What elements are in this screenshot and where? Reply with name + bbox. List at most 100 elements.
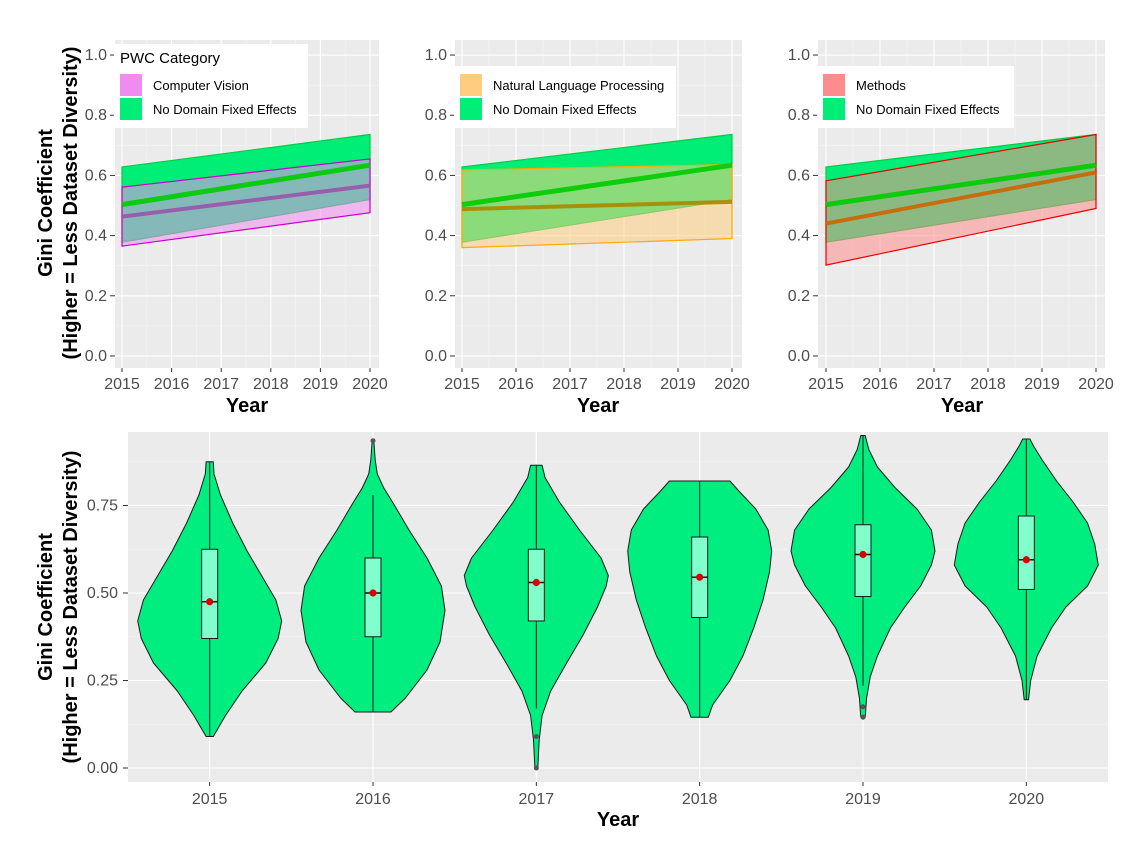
x-tick-label: 2017 [203, 376, 239, 393]
x-axis-title-nlp: Year [577, 395, 619, 417]
y-tick-label: 0.0 [425, 348, 447, 365]
legend-key-no-domain [120, 98, 142, 120]
box-2016 [364, 557, 382, 638]
x-tick-label: 2018 [682, 791, 718, 808]
median-point [369, 589, 377, 597]
legend: Methods No Domain Fixed Effects [817, 66, 1014, 128]
y-tick-label: 0.25 [87, 673, 118, 690]
x-tick-label: 2016 [154, 376, 190, 393]
trend-lines [121, 162, 371, 219]
x-tick-label: 2018 [253, 376, 289, 393]
trend-line-no-domain [825, 162, 1097, 208]
y-tick-label: 0.2 [85, 288, 107, 305]
legend-key-category [823, 74, 845, 96]
y-tick-label: 0.4 [425, 228, 447, 245]
y-tick-label: 0.6 [85, 167, 107, 184]
violins [137, 435, 1099, 771]
legend-key-category [120, 74, 142, 96]
y-tick-label: 0.4 [85, 228, 107, 245]
y-tick-label: 0.8 [788, 107, 810, 124]
legend-box [114, 44, 308, 128]
y-tick-labels: 0.0 0.2 0.4 0.6 0.8 1.0 [788, 47, 818, 365]
bottom-y-axis-subtitle: (Higher = Less Dataset Diversity) [60, 451, 82, 764]
trend-line-category [825, 170, 1097, 226]
outlier-point [533, 765, 539, 771]
x-tick-label: 2017 [552, 376, 588, 393]
y-tick-labels: 0.00 0.25 0.50 0.75 [87, 498, 128, 777]
panel-methods: 0.00.20.40.60.81.0 2015 2016 2017 2018 2019 2… [788, 40, 1114, 393]
box-2015 [201, 548, 219, 639]
legend-key-category [460, 74, 482, 96]
x-tick-label: 2020 [1009, 791, 1045, 808]
x-tick-label: 2020 [1078, 376, 1114, 393]
y-tick-label: 0.4 [788, 228, 810, 245]
panel-violin: 0.00 0.25 0.50 0.75 2015 2016 2017 2018 2019 202… [87, 432, 1108, 808]
x-axis-title-cv: Year [226, 395, 268, 417]
x-tick-label: 2018 [970, 376, 1006, 393]
x-tick-labels: 2015 2016 2017 2018 2019 2020 [104, 368, 388, 393]
x-tick-label: 2017 [519, 791, 555, 808]
trend-lines [825, 162, 1097, 226]
legend-label: No Domain Fixed Effects [493, 102, 637, 117]
box-2019 [854, 524, 872, 597]
y-tick-label: 0.0 [788, 348, 810, 365]
median-point [1022, 556, 1030, 564]
y-tick-labels: 0.0 0.2 0.4 0.6 0.8 1.0 [425, 47, 455, 365]
x-tick-label: 2015 [444, 376, 480, 393]
x-tick-label: 2015 [808, 376, 844, 393]
outlier-point [533, 734, 539, 739]
y-tick-label: 0.2 [788, 288, 810, 305]
y-tick-label: 1.0 [85, 47, 107, 64]
legend-label: Computer Vision [153, 78, 249, 93]
legend-key-no-domain [823, 98, 845, 120]
outlier-point [860, 704, 866, 710]
x-tick-label: 2016 [862, 376, 898, 393]
x-tick-label: 2018 [606, 376, 642, 393]
x-tick-label: 2016 [355, 791, 391, 808]
y-tick-label: 0.0 [85, 348, 107, 365]
legend-title: PWC Category [120, 50, 221, 67]
y-tick-label: 0.00 [87, 760, 118, 777]
trend-lines [461, 162, 733, 212]
x-tick-labels: 2015 2016 2017 2018 2019 2020 [808, 368, 1114, 393]
trend-line-no-domain [121, 162, 371, 208]
bottom-x-axis-title: Year [597, 809, 639, 831]
y-tick-label: 0.50 [87, 585, 118, 602]
top-y-axis-title: Gini Coefficient [35, 129, 57, 277]
x-tick-label: 2019 [1024, 376, 1060, 393]
y-tick-label: 1.0 [788, 47, 810, 64]
x-axis-title-methods: Year [941, 395, 983, 417]
legend-label: No Domain Fixed Effects [856, 102, 1000, 117]
y-tick-label: 0.6 [425, 167, 447, 184]
panel-nlp: 0.00.20.40.60.81.0 2015 2016 2017 2018 2019 2… [425, 40, 750, 393]
legend-label: No Domain Fixed Effects [153, 102, 297, 117]
x-tick-label: 2015 [104, 376, 140, 393]
x-tick-label: 2016 [498, 376, 534, 393]
median-point [532, 578, 540, 587]
x-tick-label: 2020 [352, 376, 388, 393]
y-tick-label: 0.2 [425, 288, 447, 305]
legend: PWC Category Computer Vision No Domain Fix… [114, 44, 308, 128]
legend: Natural Language Processing No Domain Fix… [454, 66, 676, 128]
legend-label: Natural Language Processing [493, 78, 664, 93]
x-tick-label: 2015 [192, 791, 228, 808]
median-point [859, 550, 867, 559]
trend-line-no-domain [461, 162, 733, 208]
y-tick-label: 0.8 [85, 107, 107, 124]
x-tick-label: 2019 [845, 791, 881, 808]
bottom-y-axis-title: Gini Coefficient [35, 533, 57, 681]
box-2020 [1017, 515, 1035, 590]
x-tick-labels: 2015 2016 2017 2018 2019 2020 [444, 368, 750, 393]
trend-line-category [121, 183, 371, 219]
trend-line-category [461, 199, 733, 212]
legend-box [454, 66, 676, 128]
outlier-point [370, 438, 376, 444]
median-point [206, 598, 214, 606]
y-tick-label: 0.8 [425, 107, 447, 124]
panel-background [128, 432, 1108, 782]
x-tick-label: 2019 [303, 376, 339, 393]
outlier-point [860, 714, 866, 720]
legend-label: Methods [856, 78, 906, 93]
y-tick-labels: 0.0 0.2 0.4 0.6 0.8 1.0 [85, 47, 115, 365]
